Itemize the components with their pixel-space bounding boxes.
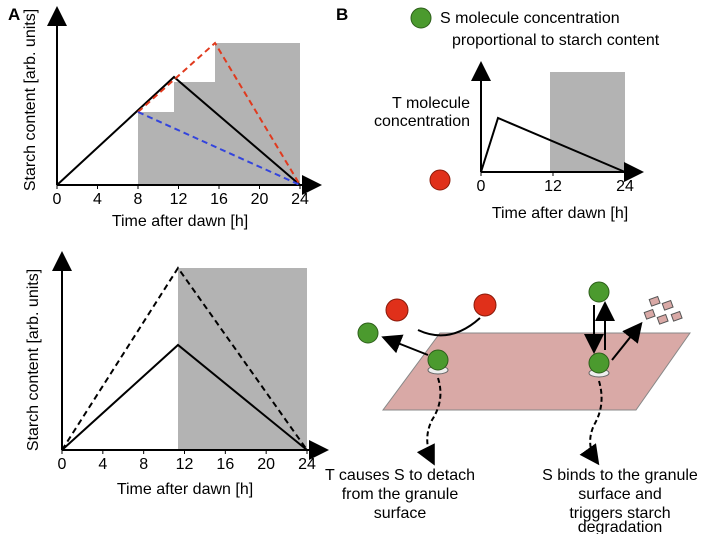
x-tick-label: 8 — [134, 191, 143, 208]
pointer — [416, 377, 442, 466]
caption: triggers starch — [569, 505, 670, 522]
caption: from the granule — [342, 486, 459, 503]
plot-a-bottom: Starch content [arb. units] Time after d… — [25, 251, 329, 498]
arrow — [611, 321, 643, 361]
caption: degradation — [578, 519, 663, 534]
s-molecule — [357, 322, 379, 344]
starch-line — [61, 343, 308, 451]
t-molecule — [473, 293, 497, 317]
x-label: Time after dawn [h] — [117, 481, 253, 498]
x-label: Time after dawn [h] — [112, 213, 248, 230]
granule-diagram: T causes S to detach from the granule su… — [325, 281, 698, 536]
x-label: Time after dawn [h] — [492, 205, 628, 222]
x-tick-label: 12 — [544, 178, 562, 195]
red-dashed — [137, 41, 301, 186]
s-molecule — [588, 352, 610, 374]
x-tick-label: 0 — [58, 456, 67, 473]
y-label: T molecule — [392, 95, 470, 112]
t-molecule — [385, 298, 409, 322]
x-tick-label: 24 — [298, 456, 316, 473]
plot-b: S molecule concentration proportional to… — [374, 7, 660, 222]
x-tick-label: 4 — [93, 191, 102, 208]
caption: T causes S to detach — [325, 467, 475, 484]
y-label: Starch content [arb. units] — [22, 9, 39, 191]
s-molecule — [588, 281, 610, 303]
starch-line — [56, 75, 301, 186]
s-molecule — [427, 349, 449, 371]
x-tick-label: 12 — [176, 456, 194, 473]
pointer — [579, 380, 603, 466]
x-tick-label: 4 — [98, 456, 107, 473]
s-molecule — [410, 7, 432, 29]
x-tick-label: 24 — [291, 191, 309, 208]
caption: surface — [374, 505, 427, 522]
dashed-line — [61, 266, 308, 451]
granule-surface — [382, 332, 691, 411]
caption: surface and — [578, 486, 662, 503]
arrow — [381, 334, 429, 356]
legend-text: S molecule concentration — [440, 10, 620, 27]
t-line — [480, 116, 626, 173]
legend-text: proportional to starch content — [452, 32, 660, 49]
x-tick-label: 20 — [257, 456, 275, 473]
t-arc — [417, 317, 481, 337]
x-tick-label: 8 — [139, 456, 148, 473]
x-tick-label: 0 — [53, 191, 62, 208]
plot-a-top: Starch content [arb. units] Time after d… — [22, 6, 322, 230]
x-tick-label: 12 — [170, 191, 188, 208]
t-molecule — [429, 169, 451, 191]
y-label: concentration — [374, 113, 470, 130]
y-label: Starch content [arb. units] — [25, 269, 42, 451]
x-tick-label: 16 — [210, 191, 228, 208]
panel-label: A — [8, 5, 20, 24]
x-tick-label: 24 — [616, 178, 634, 195]
starch-fragments — [643, 295, 683, 325]
x-tick-label: 0 — [477, 178, 486, 195]
caption: S binds to the granule — [542, 467, 698, 484]
panel-label: B — [336, 5, 348, 24]
x-tick-label: 20 — [251, 191, 269, 208]
x-tick-label: 16 — [216, 456, 234, 473]
